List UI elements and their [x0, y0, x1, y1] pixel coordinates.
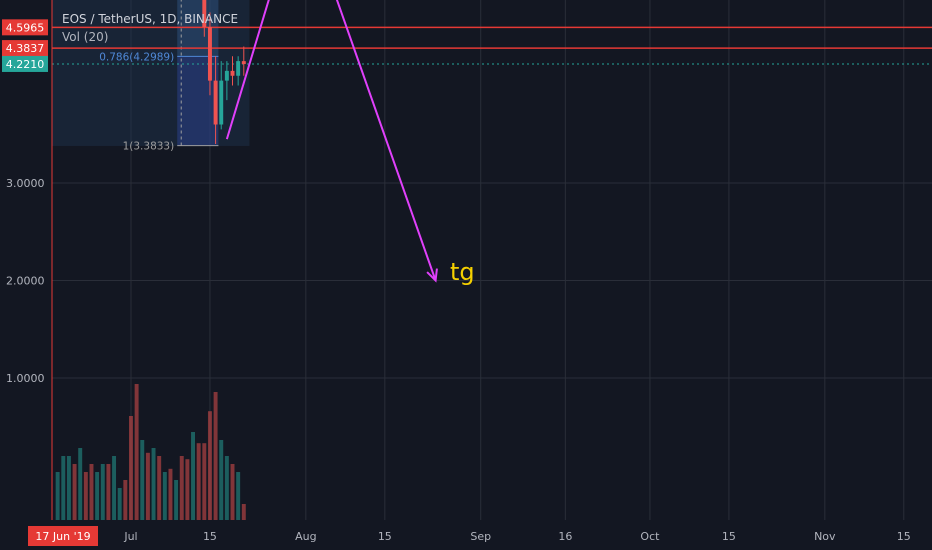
volume-bar	[207, 411, 212, 520]
volume-bar	[112, 456, 117, 520]
volume-bar	[236, 472, 241, 520]
x-tick-label: Aug	[295, 530, 316, 543]
arrow-drawing	[225, 0, 438, 283]
volume-bars	[55, 384, 246, 520]
current-price-tag: 4.2210	[6, 58, 45, 71]
volume-bar	[219, 440, 224, 520]
candle-body	[230, 70, 235, 76]
volume-bar	[241, 504, 246, 520]
volume-bar	[78, 448, 83, 520]
symbol-title: EOS / TetherUS, 1D, BINANCE	[62, 12, 239, 26]
volume-bar	[66, 456, 71, 520]
volume-bar	[72, 464, 77, 520]
crosshair-date-tag: 17 Jun '19	[35, 530, 90, 543]
x-axis: Jul 15 Aug 15 Sep 16 Oct 15 Nov 15 17 Jun '19	[28, 526, 911, 546]
x-tick-label: 15	[203, 530, 217, 543]
volume-bar	[151, 448, 156, 520]
volume-bar	[89, 464, 94, 520]
volume-bar	[174, 480, 179, 520]
price-tag-bg	[2, 19, 48, 36]
arrow-path	[225, 0, 437, 281]
x-tick-label: Oct	[640, 530, 660, 543]
y-tick-label: 1.0000	[6, 372, 45, 385]
volume-bar	[95, 472, 100, 520]
candle-body	[219, 80, 224, 125]
volume-bar	[185, 459, 190, 520]
candle-body	[207, 27, 212, 81]
volume-bar	[61, 456, 66, 520]
fib-level-label: 0.786(4.2989)	[99, 51, 174, 63]
x-tick-label: 16	[558, 530, 572, 543]
candlesticks	[202, 0, 246, 144]
volume-bar	[162, 472, 167, 520]
volume-bar	[106, 464, 111, 520]
x-tick-label: Nov	[814, 530, 836, 543]
crosshair-date-tag-bg	[28, 526, 98, 546]
volume-bar	[129, 416, 133, 520]
candle-body	[213, 80, 218, 125]
annotation-text: tg	[450, 258, 475, 286]
volume-bar	[224, 456, 229, 520]
chart-grid	[52, 0, 932, 520]
fib-level-label: 1(3.3833)	[123, 141, 175, 153]
volume-indicator-label[interactable]: Vol (20)	[62, 30, 109, 44]
volume-bar	[145, 452, 150, 520]
volume-bar	[134, 384, 139, 520]
x-tick-label: 15	[897, 530, 911, 543]
fib-band	[177, 56, 219, 146]
price-tag: 4.3837	[6, 42, 45, 55]
volume-bar	[196, 443, 201, 520]
horizontal-lines	[51, 0, 932, 520]
volume-bar	[168, 468, 173, 520]
y-tick-label: 2.0000	[6, 275, 45, 288]
volume-bar	[191, 432, 195, 520]
volume-bar	[202, 443, 207, 520]
volume-bar	[55, 472, 60, 520]
volume-bar	[117, 488, 122, 520]
volume-bar	[157, 456, 162, 520]
x-tick-label: 15	[722, 530, 736, 543]
arrow-head	[426, 268, 438, 283]
x-tick-label: Sep	[470, 530, 491, 543]
volume-bar	[179, 456, 184, 520]
candle-body	[241, 61, 246, 65]
candle-body	[224, 70, 229, 81]
candle-body	[236, 61, 241, 76]
volume-bar	[83, 472, 88, 520]
volume-bar	[230, 464, 235, 520]
volume-bar	[140, 440, 145, 520]
candle-body	[202, 0, 207, 27]
x-tick-label: Jul	[123, 530, 137, 543]
price-tag-bg	[2, 40, 48, 57]
chart-header: EOS / TetherUS, 1D, BINANCE Vol (20)	[62, 10, 238, 46]
y-axis: 10.00009.00008.00007.00003.00002.00001.0…	[2, 19, 48, 385]
current-price-tag-bg	[2, 55, 48, 72]
volume-bar	[100, 464, 105, 520]
x-tick-label: 15	[378, 530, 392, 543]
volume-bar	[213, 392, 218, 520]
volume-bar	[123, 480, 128, 520]
price-tag: 4.5965	[6, 21, 45, 34]
y-tick-label: 3.0000	[6, 177, 45, 190]
